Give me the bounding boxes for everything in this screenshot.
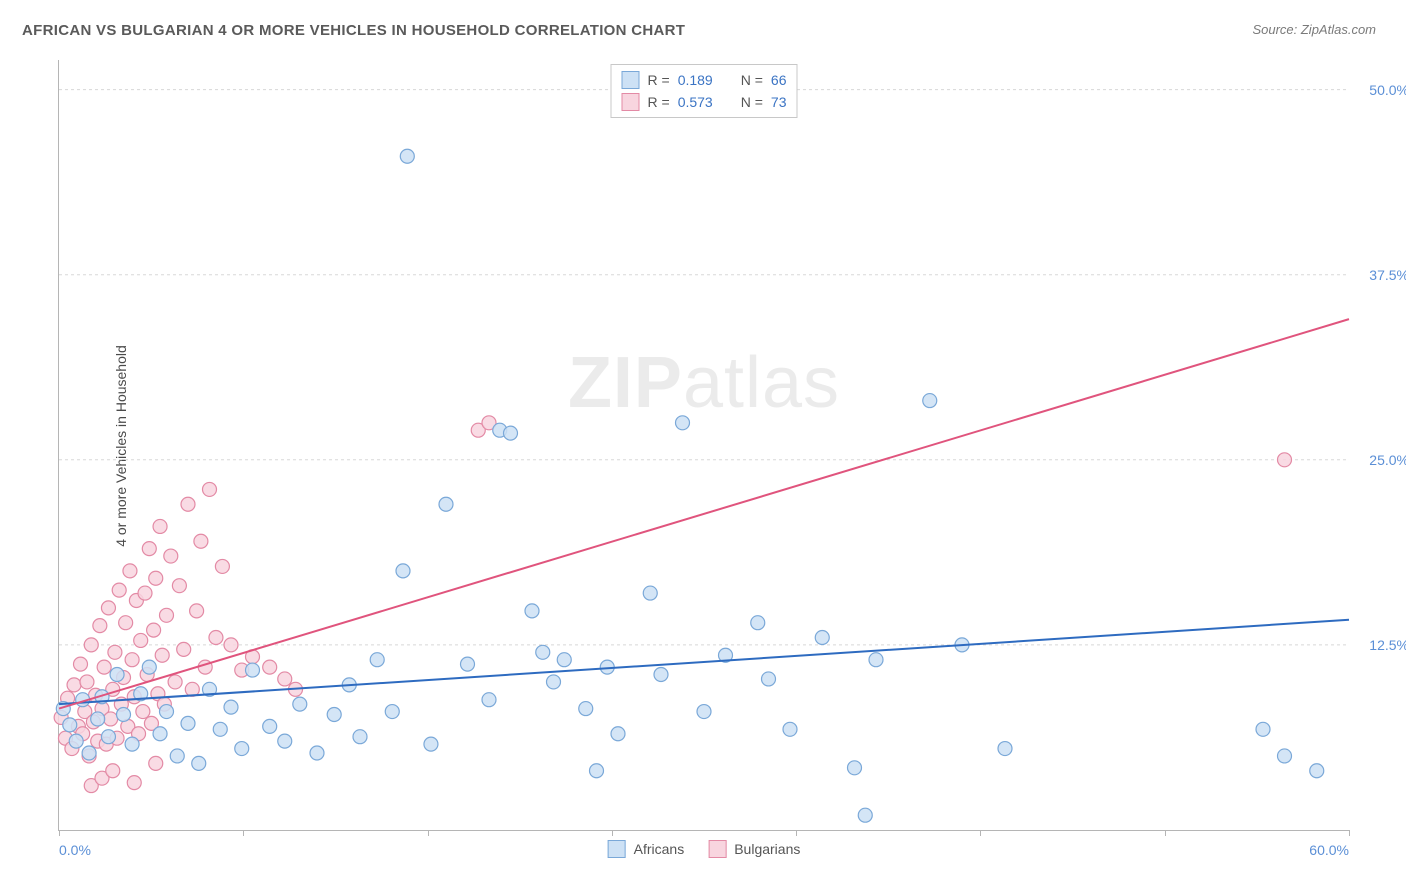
bulgarians-r-value: 0.573 [678, 94, 713, 110]
n-label: N = [741, 72, 763, 88]
x-tick [980, 830, 981, 836]
legend-item-africans: Africans [608, 840, 685, 858]
x-tick-label: 60.0% [1309, 842, 1349, 858]
x-tick [1349, 830, 1350, 836]
x-tick [612, 830, 613, 836]
stats-legend: R = 0.189 N = 66 R = 0.573 N = 73 [611, 64, 798, 118]
n-label: N = [741, 94, 763, 110]
x-tick [1165, 830, 1166, 836]
x-tick-label: 0.0% [59, 842, 91, 858]
swatch-bulgarians [622, 93, 640, 111]
r-label: R = [648, 72, 670, 88]
y-tick-label: 25.0% [1369, 452, 1406, 468]
chart-svg [59, 60, 1349, 830]
y-tick-label: 37.5% [1369, 267, 1406, 283]
x-tick [428, 830, 429, 836]
y-tick-label: 50.0% [1369, 82, 1406, 98]
swatch-africans [622, 71, 640, 89]
legend-item-bulgarians: Bulgarians [708, 840, 800, 858]
plot-area: ZIPatlas 12.5%25.0%37.5%50.0% 0.0%60.0% … [58, 60, 1349, 831]
chart-title: AFRICAN VS BULGARIAN 4 OR MORE VEHICLES … [22, 22, 685, 39]
x-tick [796, 830, 797, 836]
swatch-africans [608, 840, 626, 858]
legend-label-africans: Africans [634, 841, 685, 857]
stats-row-bulgarians: R = 0.573 N = 73 [622, 91, 787, 113]
x-tick [59, 830, 60, 836]
source-attribution: Source: ZipAtlas.com [1252, 22, 1376, 37]
swatch-bulgarians [708, 840, 726, 858]
legend-label-bulgarians: Bulgarians [734, 841, 800, 857]
africans-r-value: 0.189 [678, 72, 713, 88]
series-legend: Africans Bulgarians [608, 840, 801, 858]
stats-row-africans: R = 0.189 N = 66 [622, 69, 787, 91]
x-tick [243, 830, 244, 836]
africans-n-value: 66 [771, 72, 787, 88]
r-label: R = [648, 94, 670, 110]
bulgarians-n-value: 73 [771, 94, 787, 110]
y-tick-label: 12.5% [1369, 637, 1406, 653]
